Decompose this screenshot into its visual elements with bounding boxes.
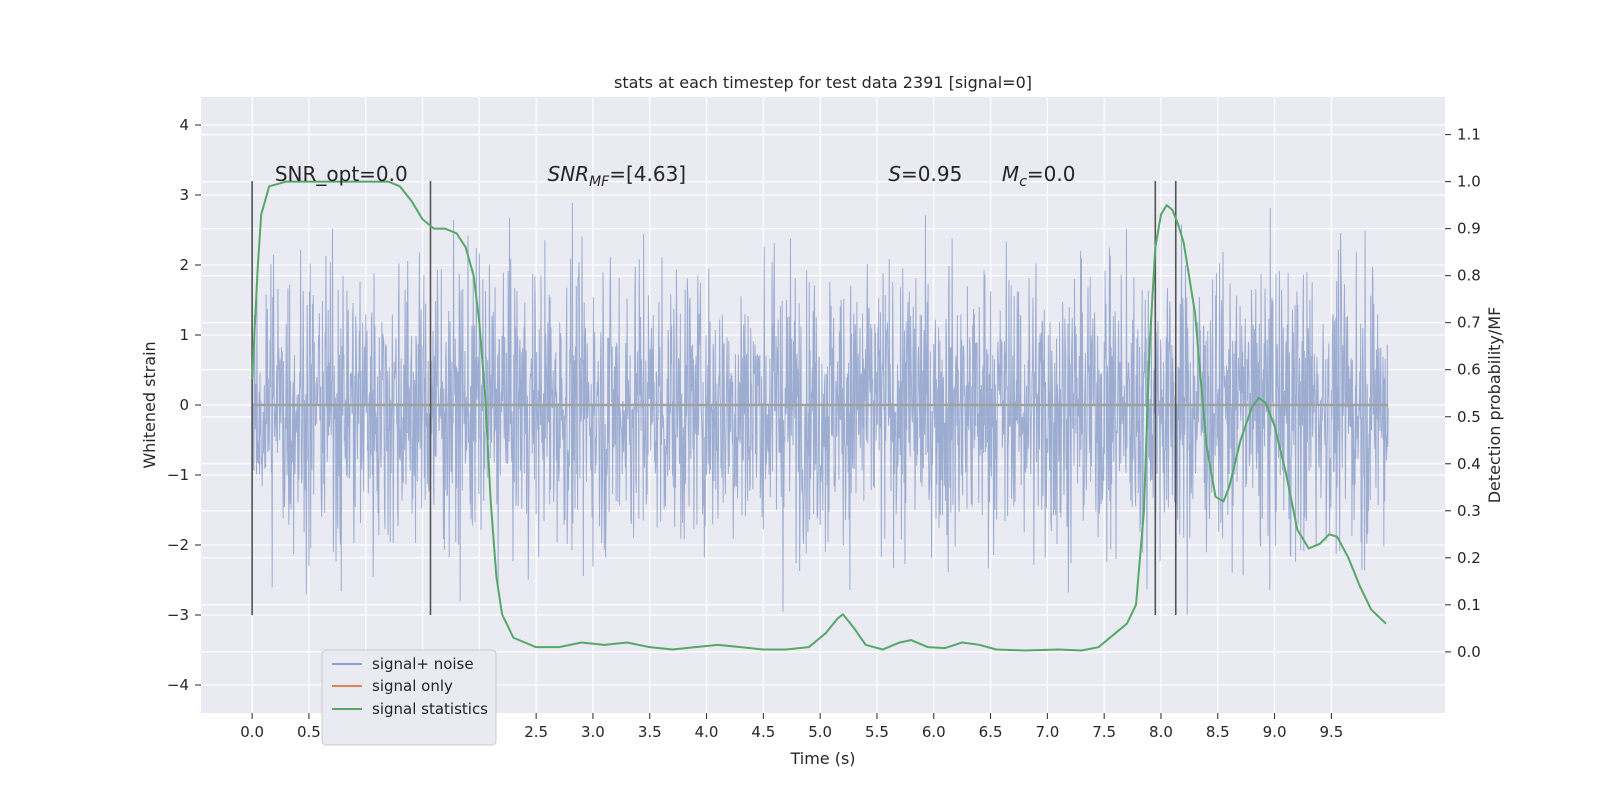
y-tick-label-7: 3 [179,186,189,204]
legend-label-signal-statistics: signal statistics [372,700,488,718]
y2-axis-label: Detection probability/MF [1485,307,1504,504]
y-tick-label-3: −1 [167,466,189,484]
y-tick-label-4: 0 [179,396,189,414]
y2-tick-label-8: 0.8 [1457,267,1481,285]
chart-title: stats at each timestep for test data 239… [614,73,1032,92]
y2-tick-label-0: 0.0 [1457,643,1481,661]
legend-label-signal-only: signal only [372,677,453,695]
x-tick-label-15: 7.5 [1092,723,1116,741]
y2-tick-label-6: 0.6 [1457,361,1481,379]
y2-tick-label-2: 0.2 [1457,549,1481,567]
legend-box [321,649,497,746]
annotations: SNR_opt=0.0 SNRMF=[4.63] S=0.95 Mc=0.0 [275,162,1076,190]
signal-statistics-line [251,180,1387,652]
y2-tick-label-4: 0.4 [1457,455,1481,473]
annotation-0: SNR_opt=0.0 [275,162,408,186]
signal-statistics-series [251,180,1387,652]
signal-plus-noise-line [251,202,1389,615]
x-tick-label-8: 4.0 [695,723,719,741]
y2-tick-label-5: 0.5 [1457,408,1481,426]
annotation-1: SNRMF=[4.63] [548,162,687,190]
y-tick-label-5: 1 [179,326,189,344]
y2-tick-label-11: 1.1 [1457,126,1481,144]
x-tick-label-17: 8.5 [1206,723,1230,741]
annotation-2: S=0.95 [888,162,962,186]
x-tick-label-13: 6.5 [979,723,1003,741]
vertical-markers [251,181,1177,615]
y-tick-label-1: −3 [167,606,189,624]
y2-tick-label-1: 0.1 [1457,596,1481,614]
x-tick-label-1: 0.5 [297,723,321,741]
y-tick-label-8: 4 [179,116,189,134]
y2-tick-label-7: 0.7 [1457,314,1481,332]
x-tick-label-10: 5.0 [808,723,832,741]
x-tick-label-19: 9.5 [1319,723,1343,741]
annotation-3: Mc=0.0 [1002,162,1076,190]
y2-tick-label-9: 0.9 [1457,220,1481,238]
x-tick-label-9: 4.5 [751,723,775,741]
x-tick-label-6: 3.0 [581,723,605,741]
x-axis-label: Time (s) [789,749,855,768]
y-tick-label-0: −4 [167,676,189,694]
y-axis-label: Whitened strain [140,341,159,468]
y2-tick-label-10: 1.0 [1457,173,1481,191]
x-tick-label-7: 3.5 [638,723,662,741]
x-tick-label-18: 9.0 [1263,723,1287,741]
signal-plus-noise-series [251,202,1389,615]
x-tick-label-14: 7.0 [1035,723,1059,741]
x-tick-label-11: 5.5 [865,723,889,741]
y-tick-label-6: 2 [179,256,189,274]
y-tick-label-2: −2 [167,536,189,554]
x-tick-label-12: 6.0 [922,723,946,741]
x-tick-label-16: 8.0 [1149,723,1173,741]
legend-label-signal-noise: signal+ noise [372,655,474,673]
x-tick-label-0: 0.0 [240,723,264,741]
y-ticks: −4 −3 −2 −1 0 1 2 3 4 [167,116,201,694]
y2-tick-label-3: 0.3 [1457,502,1481,520]
x-tick-label-5: 2.5 [524,723,548,741]
y2-ticks: 0.0 0.1 0.2 0.3 0.4 0.5 0.6 0.7 0.8 0.9 1.0 1.1 [1445,126,1481,661]
legend: signal+ noise signal only signal statist… [321,649,497,746]
